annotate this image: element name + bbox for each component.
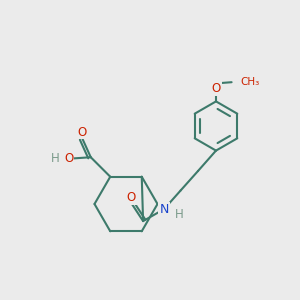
Text: O: O [127, 190, 136, 204]
Text: H: H [175, 208, 184, 221]
Text: H: H [51, 152, 60, 165]
Text: O: O [64, 152, 73, 165]
Text: O: O [77, 125, 86, 139]
Text: O: O [212, 82, 220, 95]
Text: N: N [159, 202, 169, 216]
Text: CH₃: CH₃ [240, 76, 259, 87]
